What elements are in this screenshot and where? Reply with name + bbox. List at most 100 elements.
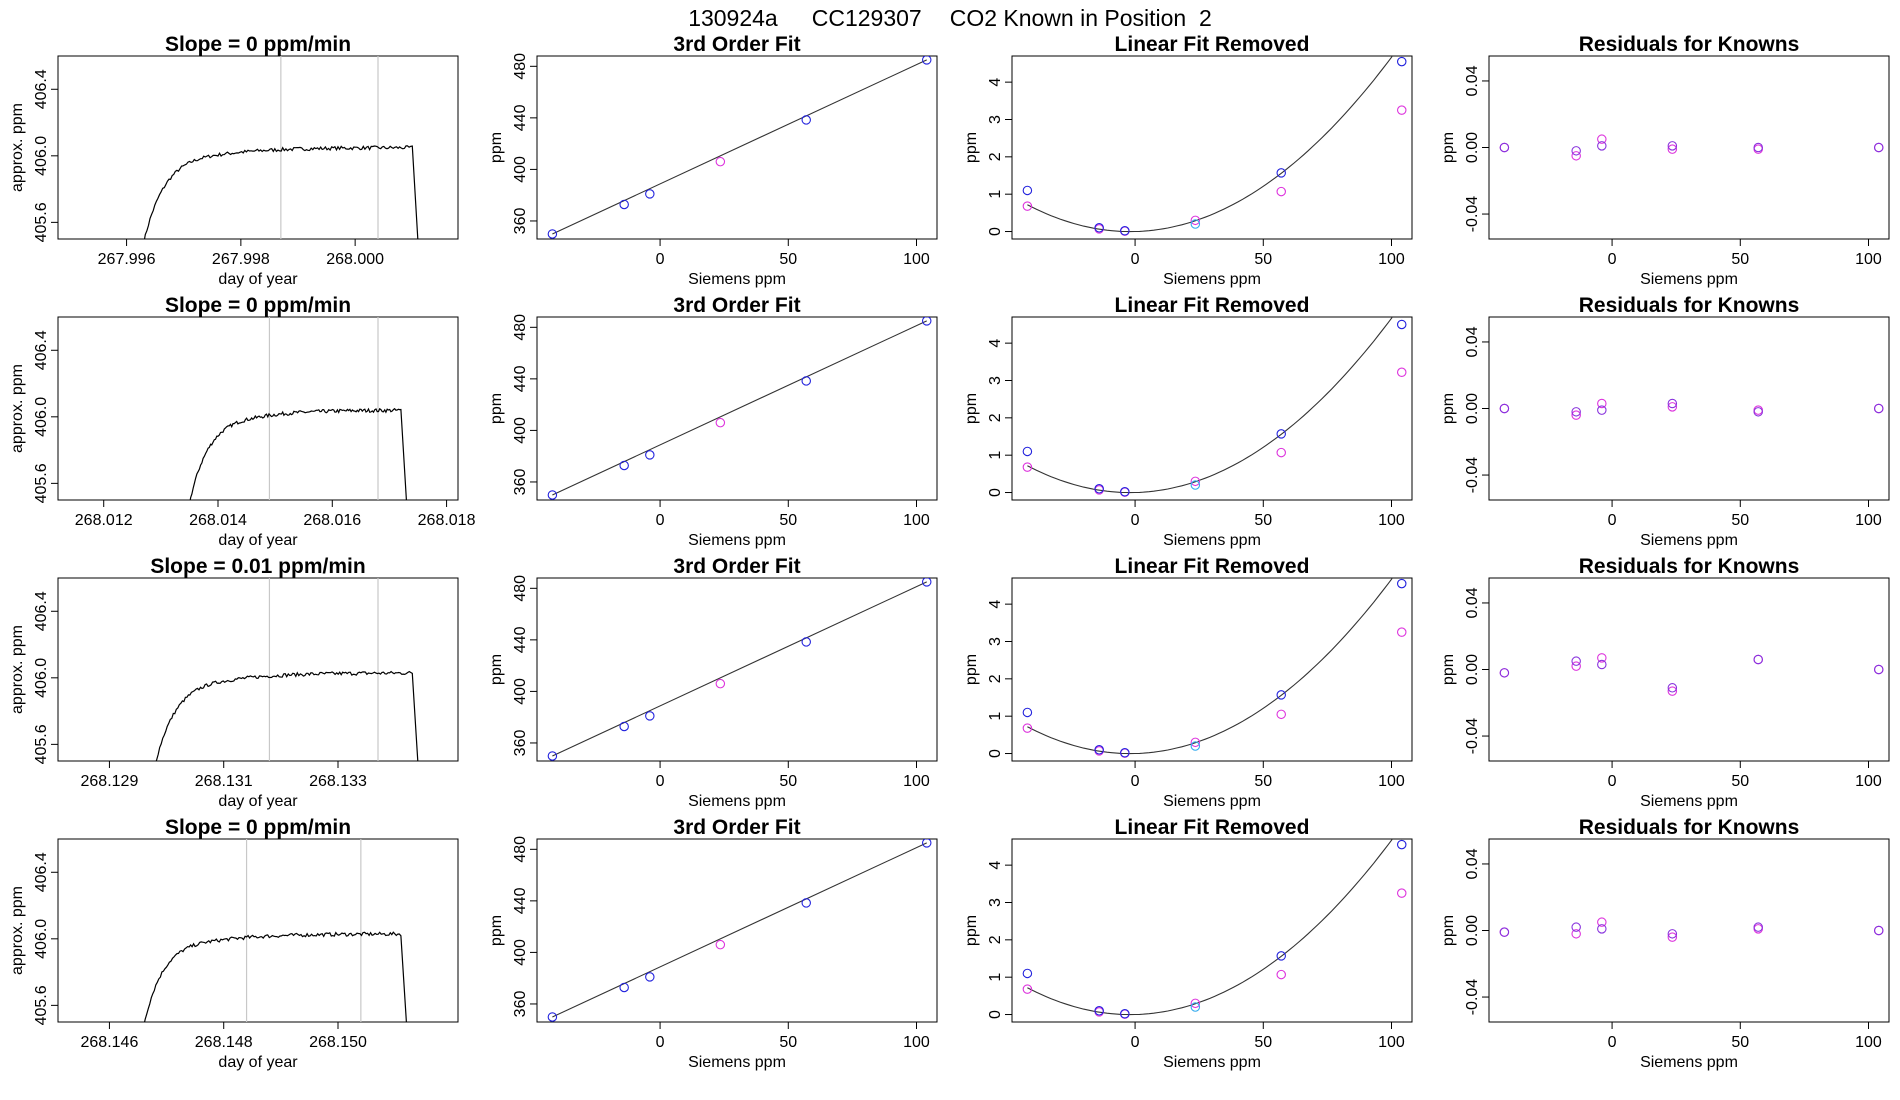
data-point-magenta (1022, 462, 1033, 472)
panel-title: 3rd Order Fit (673, 294, 800, 317)
panel-title: Residuals for Knowns (1579, 555, 1800, 578)
plot-area (1499, 398, 1884, 420)
data-point-blue (645, 972, 655, 982)
y-tick-label: 400 (512, 417, 529, 444)
data-point-magenta (1396, 367, 1407, 378)
data-point-blue (547, 1012, 558, 1022)
x-tick-label: 0 (1131, 773, 1140, 790)
data-point-cyan (1190, 741, 1201, 751)
y-tick-label: 0 (987, 488, 1004, 497)
x-axis-label: Siemens ppm (1640, 1054, 1738, 1071)
data-point-blue (1571, 922, 1581, 932)
data-point-blue (1597, 924, 1607, 934)
y-tick-label: 480 (512, 836, 529, 863)
data-point-blue (1571, 407, 1581, 417)
plot-area (143, 839, 407, 1022)
y-tick-label: 0.00 (1464, 654, 1481, 685)
x-tick-label: 100 (1378, 251, 1405, 268)
plot-area (547, 578, 932, 761)
x-tick-label: 0 (1131, 251, 1140, 268)
x-tick-label: 50 (1254, 773, 1272, 790)
data-point-blue (1667, 929, 1678, 939)
plot-frame (1011, 316, 1413, 501)
data-point-magenta (1667, 402, 1678, 412)
panel-title: Linear Fit Removed (1115, 555, 1310, 578)
y-tick-label: 0.04 (1464, 587, 1481, 618)
data-point-blue (1396, 839, 1407, 850)
data-point-blue (1499, 403, 1510, 414)
data-point-blue (619, 721, 629, 732)
y-tick-label: 360 (512, 208, 529, 235)
data-point-blue (619, 982, 629, 993)
figure-title: 130924a CC129307 CO2 Known in Position 2 (688, 5, 1212, 31)
data-point-magenta (1022, 201, 1033, 211)
plot-frame (1011, 55, 1413, 240)
plot-area (155, 578, 419, 761)
data-point-blue (801, 637, 811, 647)
x-tick-label: 0 (656, 773, 665, 790)
y-axis-label: ppm (963, 654, 980, 685)
data-point-blue (1094, 223, 1104, 233)
data-point-blue (1094, 484, 1104, 494)
x-axis-label: Siemens ppm (1163, 532, 1261, 549)
x-tick-label: 268.000 (326, 251, 384, 268)
data-point-blue (1094, 745, 1104, 755)
quadratic-curve (1027, 839, 1394, 1016)
y-axis-label: ppm (488, 915, 505, 946)
x-tick-label: 0 (1608, 251, 1617, 268)
data-point-blue (1597, 141, 1607, 151)
data-point-magenta (1571, 661, 1581, 671)
data-point-blue (1120, 748, 1130, 758)
data-point-magenta (1571, 151, 1581, 161)
fit-line (552, 59, 927, 235)
panel-time-series-row-3: Slope = 0.01 ppm/min 268.129 268.131 268.13… (9, 555, 459, 810)
y-tick-label: 1 (987, 712, 1004, 721)
panel-title: Slope = 0 ppm/min (165, 33, 351, 56)
y-axis-label: ppm (488, 654, 505, 685)
data-point-blue (921, 56, 932, 65)
y-tick-label: 406.4 (33, 852, 50, 892)
data-point-magenta (1276, 186, 1286, 197)
y-tick-label: 1 (987, 973, 1004, 982)
data-point-blue (1667, 398, 1678, 409)
plot-area (1499, 134, 1884, 161)
y-axis-label: ppm (963, 132, 980, 163)
x-tick-label: 100 (1378, 512, 1405, 529)
panel-title: Linear Fit Removed (1115, 33, 1310, 56)
data-point-blue (1753, 922, 1763, 932)
plot-frame (57, 577, 459, 762)
plot-area (1499, 653, 1884, 696)
panel-3rd-order-fit-row-3: 3rd Order Fit 0 50 100 360 400 440 480 Siemens p… (488, 555, 938, 810)
x-axis-label: Siemens ppm (1640, 532, 1738, 549)
data-point-blue (1667, 683, 1678, 693)
data-point-blue (1667, 141, 1678, 151)
x-tick-label: 50 (779, 773, 797, 790)
data-point-blue (1022, 707, 1033, 718)
y-axis-label: approx. ppm (9, 625, 26, 714)
x-tick-label: 100 (1855, 1034, 1882, 1051)
data-point-cyan (1190, 1002, 1201, 1012)
data-point-magenta (715, 678, 726, 689)
plot-area (547, 317, 932, 500)
data-point-blue (619, 460, 629, 471)
x-tick-label: 100 (1855, 251, 1882, 268)
data-point-magenta (715, 156, 726, 167)
y-axis-label: approx. ppm (9, 103, 26, 192)
data-point-magenta (1667, 144, 1678, 154)
data-point-magenta (1571, 929, 1581, 939)
data-point-blue (1873, 664, 1884, 675)
y-axis-label: approx. ppm (9, 364, 26, 453)
x-tick-label: 0 (1608, 1034, 1617, 1051)
y-axis-label: ppm (963, 393, 980, 424)
panel-3rd-order-fit-row-1: 3rd Order Fit 0 50 100 360 400 440 480 Siemens p… (488, 33, 938, 288)
x-tick-label: 0 (1608, 512, 1617, 529)
x-axis-label: Siemens ppm (1640, 271, 1738, 288)
x-tick-label: 50 (1731, 773, 1749, 790)
data-point-blue (1571, 146, 1581, 156)
y-tick-label: 0 (987, 1010, 1004, 1019)
x-tick-label: 100 (1378, 773, 1405, 790)
data-point-blue (1120, 1009, 1130, 1019)
x-axis-label: day of year (218, 271, 298, 288)
data-point-magenta (1190, 737, 1201, 748)
